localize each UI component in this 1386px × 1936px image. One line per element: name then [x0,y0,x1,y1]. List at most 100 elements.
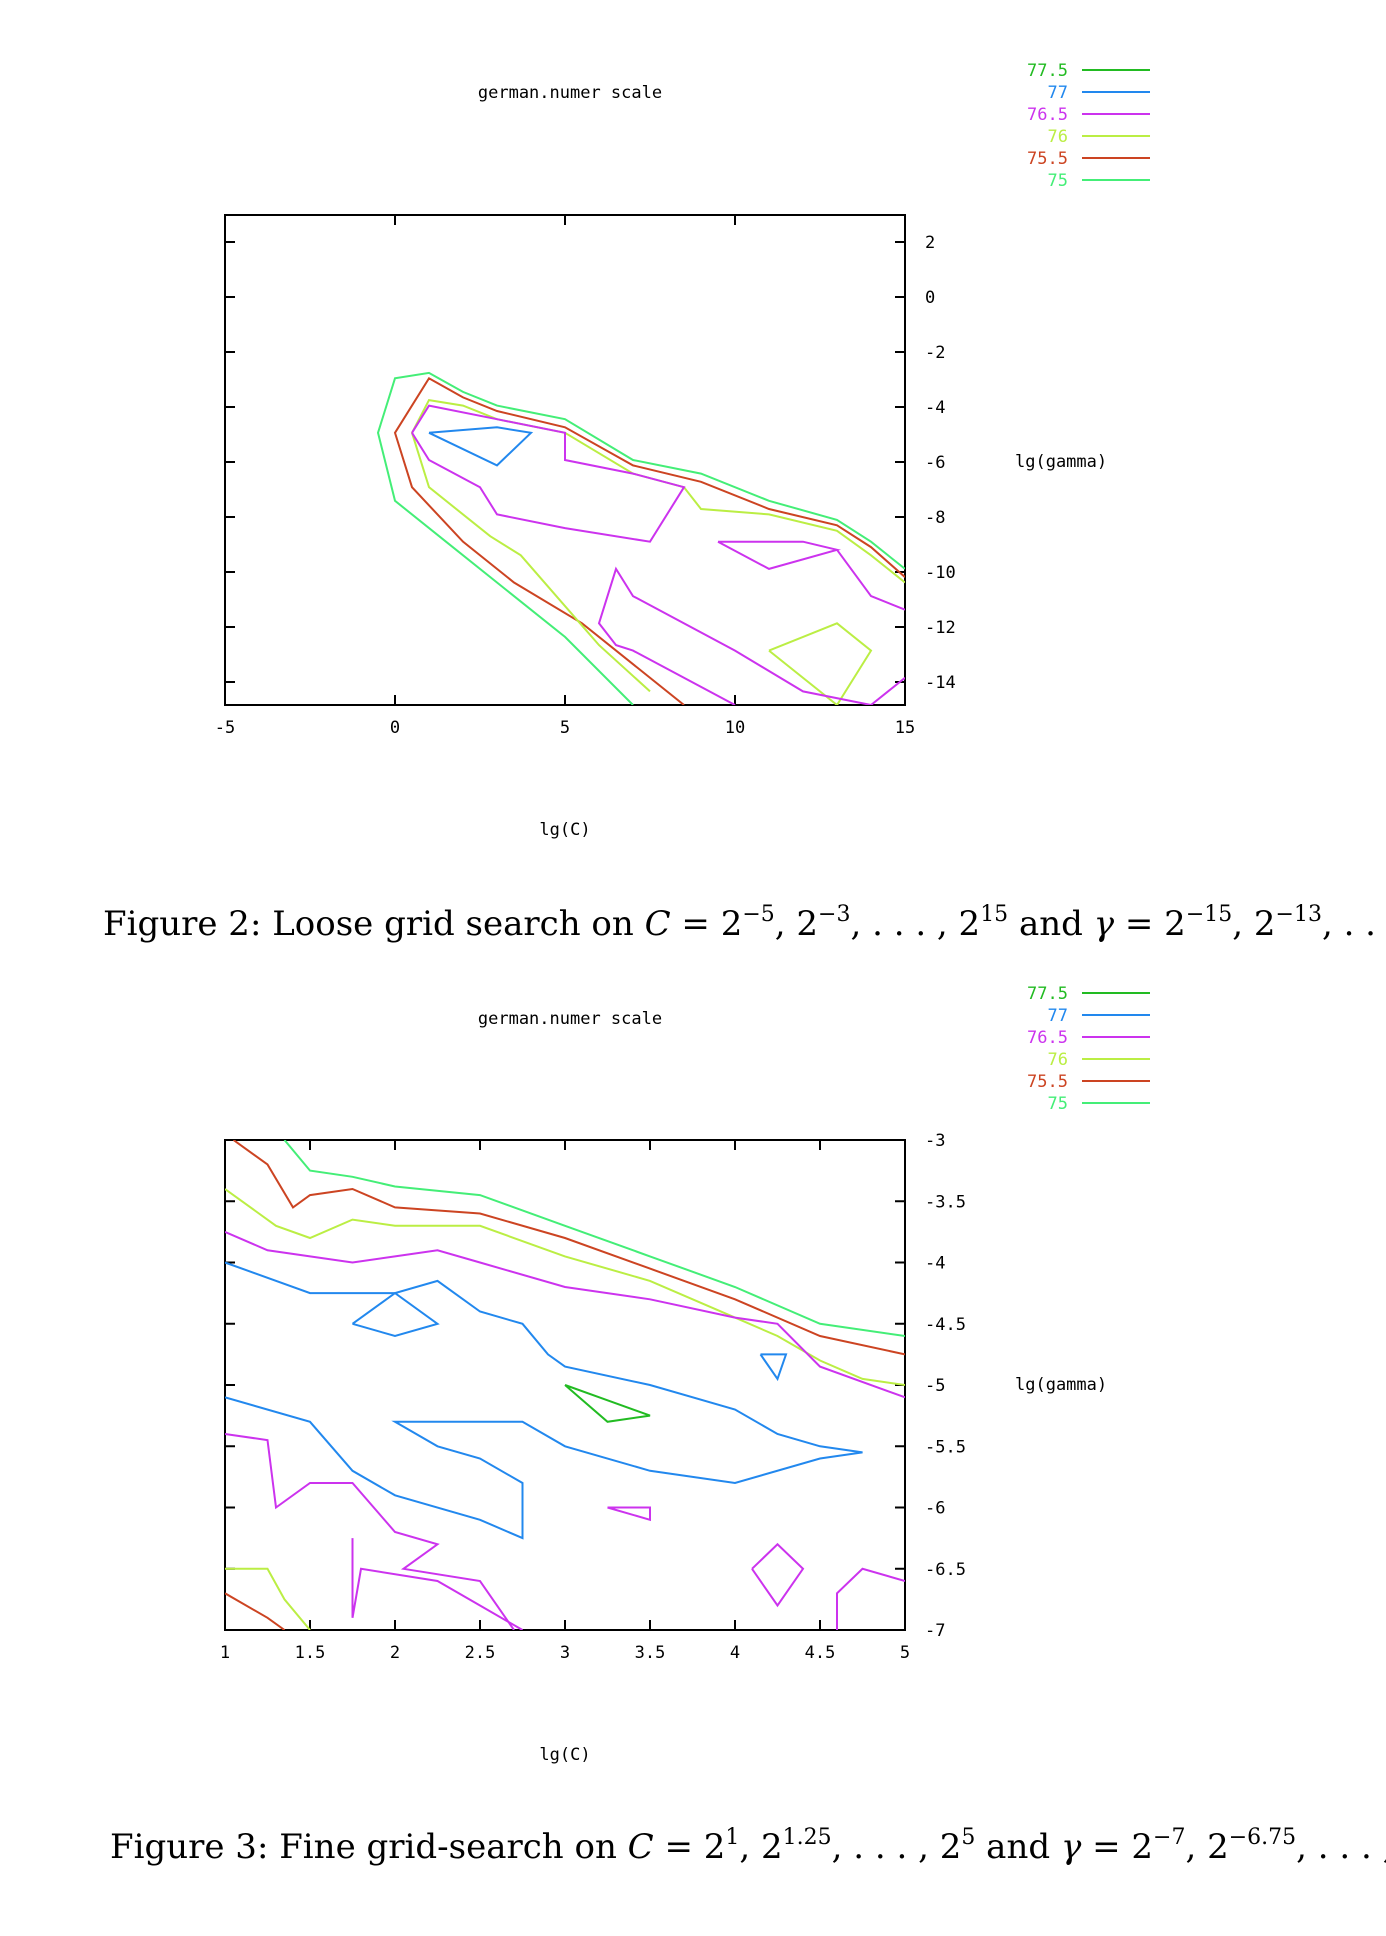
contour-line-76-5 [836,1567,905,1630]
x-tick-label: 10 [725,718,745,738]
y-tick-label: -3.5 [925,1192,966,1212]
contour-line-75-5 [225,1592,286,1630]
caption-c-sup1: 1 [725,1825,739,1850]
contour-line-77 [759,1353,788,1382]
chart-title: german.numer scale [478,83,662,103]
figure-caption: Figure 2: Loose grid search on C = 2−5, … [103,902,1386,944]
legend-label: 75.5 [1027,149,1068,169]
y-tick-label: -4.5 [925,1315,966,1335]
legend-label: 76.5 [1027,105,1068,125]
axis-ticks [224,1139,906,1631]
legend-label: 75 [1048,171,1068,191]
contour-line-76-5 [597,566,905,705]
y-tick-label: -14 [925,673,956,693]
y-tick-label: -10 [925,563,956,583]
y-tick-label: -5 [925,1376,945,1396]
legend-label: 77.5 [1027,984,1068,1004]
contour-line-75-5 [393,376,905,705]
contour-line-75-5 [232,1140,905,1356]
y-axis-label: lg(gamma) [1015,452,1107,472]
y-tick-label: 0 [925,288,935,308]
legend-label: 76.5 [1027,1028,1068,1048]
x-tick-label: 4.5 [805,1643,836,1663]
caption-c-sup3: 15 [980,902,1008,927]
caption-g-mid: , 2 [1185,1827,1228,1867]
caption-c-def: = 2 [671,904,743,944]
x-tick-labels: -5 0 5 10 15 [215,718,915,738]
x-tick-label: 5 [900,1643,910,1663]
contour-line-76-5 [225,1230,905,1399]
y-tick-label: -12 [925,618,956,638]
contour-line-75 [283,1140,905,1337]
contour-line-76-5 [351,1538,523,1630]
caption-prefix: Figure 3: Fine grid-search on [110,1827,628,1867]
x-tick-label: 1.5 [295,1643,326,1663]
contour-lines [376,371,905,705]
contour-line-76 [768,622,873,705]
legend-label: 77.5 [1027,61,1068,81]
caption-c-mid: , 2 [739,1827,782,1867]
caption-c-sup1: −5 [742,902,774,927]
contour-line-76-5 [751,1542,805,1608]
y-tick-label: -4 [925,398,945,418]
x-tick-label: 15 [895,718,915,738]
y-tick-label: -8 [925,508,945,528]
y-axis-label: lg(gamma) [1015,1375,1107,1395]
legend-label: 77 [1048,83,1068,103]
x-tick-label: 1 [220,1643,230,1663]
caption-g-dots: , . . . , 2 [1322,904,1386,944]
x-tick-label: -5 [215,718,235,738]
contour-line-76-5 [836,549,905,611]
contour-line-75 [376,371,905,705]
caption-and: and [1008,904,1094,944]
caption-g-sup1: −7 [1153,1825,1185,1850]
caption-c-def: = 2 [654,1827,726,1867]
y-tick-label: -6 [925,1499,945,1519]
y-tick-label: 2 [925,233,935,253]
y-tick-label: -5.5 [925,1437,966,1457]
y-tick-label: -3 [925,1131,945,1151]
legend-label: 76 [1048,127,1068,147]
x-tick-label: 2 [390,1643,400,1663]
y-tick-label: -2 [925,343,945,363]
caption-g-var: γ [1094,904,1115,944]
contour-line-76-5 [411,404,686,543]
legend-label: 75 [1048,1094,1068,1114]
y-tick-labels: -3 -3.5 -4 -4.5 -5 -5.5 -6 -6.5 -7 [925,1131,966,1641]
caption-and: and [975,1827,1061,1867]
caption-g-def: = 2 [1081,1827,1153,1867]
y-tick-label: -4 [925,1254,945,1274]
contour-line-76 [225,1567,311,1630]
y-tick-label: -6 [925,453,945,473]
caption-c-var: C [645,904,671,944]
caption-g-mid: , 2 [1232,904,1275,944]
legend-label: 75.5 [1027,1072,1068,1092]
y-tick-label: -7 [925,1621,945,1641]
x-tick-label: 3.5 [635,1643,666,1663]
contour-line-76 [225,1188,905,1386]
legend-label: 76 [1048,1050,1068,1070]
y-tick-labels: 2 0 -2 -4 -6 -8 -10 -12 -14 [925,233,956,693]
legend-label: 77 [1048,1006,1068,1026]
caption-c-sup2: −3 [818,902,850,927]
chart-title: german.numer scale [478,1009,662,1029]
contour-line-77 [225,1261,863,1540]
y-tick-label: -6.5 [925,1560,966,1580]
x-tick-label: 3 [560,1643,570,1663]
x-axis-label: lg(C) [539,1745,590,1765]
contour-lines [225,1140,905,1630]
contour-line-77 [351,1291,440,1338]
x-tick-label: 2.5 [465,1643,496,1663]
caption-c-sup2: 1.25 [783,1825,832,1850]
caption-g-dots: , . . . , 2 [1296,1827,1386,1867]
caption-c-sup3: 5 [961,1825,975,1850]
contour-line-76-5 [225,1433,515,1630]
figure-caption: Figure 3: Fine grid-search on C = 21, 21… [110,1825,1386,1867]
caption-g-sup1: −15 [1186,902,1232,927]
contour-line-76-5 [607,1506,651,1522]
caption-g-def: = 2 [1114,904,1186,944]
